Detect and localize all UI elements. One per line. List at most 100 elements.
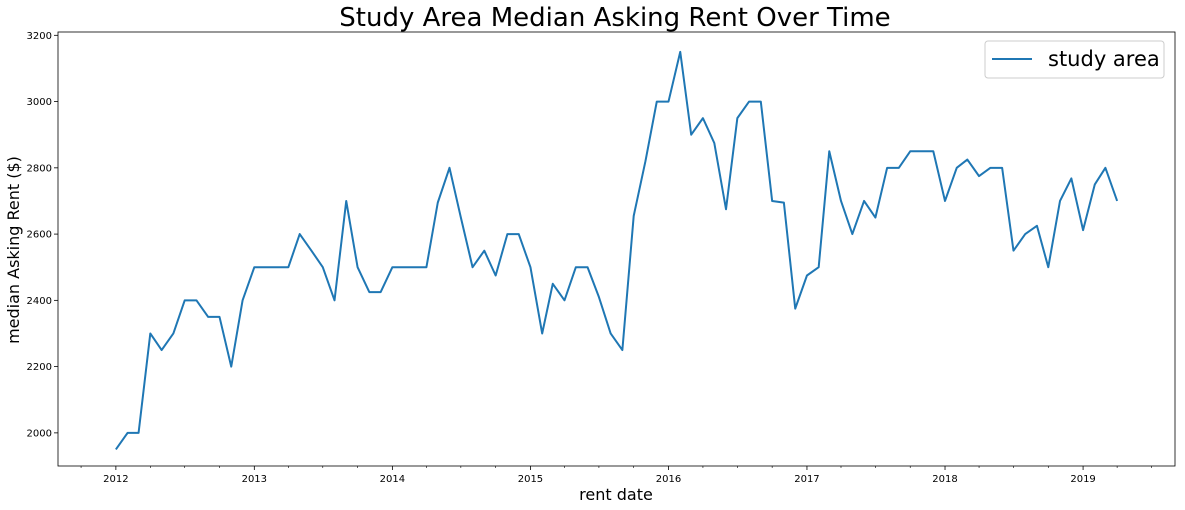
data-point: [242, 299, 244, 301]
data-point: [1024, 233, 1026, 235]
data-point: [207, 316, 209, 318]
y-tick-label: 2200: [27, 362, 52, 373]
data-point: [299, 233, 301, 235]
data-point: [518, 233, 520, 235]
data-point: [1001, 167, 1003, 169]
data-point: [806, 275, 808, 277]
data-point: [414, 266, 416, 268]
x-tick-label: 2019: [1070, 474, 1095, 485]
x-tick-label: 2012: [103, 474, 128, 485]
x-axis-label: rent date: [579, 485, 653, 504]
data-point: [230, 366, 232, 368]
data-point: [956, 167, 958, 169]
x-axis-ticks: 2012 2013 2014 2015 2016 2017 2018 2019: [103, 466, 1096, 485]
plot-area-frame: [57, 31, 1176, 467]
y-tick-label: 2800: [27, 163, 52, 174]
data-point: [783, 202, 785, 204]
data-point: [921, 150, 923, 152]
data-point: [736, 117, 738, 119]
data-point: [1036, 225, 1038, 227]
data-point: [276, 266, 278, 268]
legend: study area: [984, 40, 1165, 79]
data-point: [771, 200, 773, 202]
data-point: [886, 167, 888, 169]
data-point: [403, 266, 405, 268]
data-point: [1104, 167, 1106, 169]
data-point: [644, 160, 646, 162]
data-point: [587, 266, 589, 268]
data-point: [115, 448, 117, 450]
data-point: [874, 217, 876, 219]
data-point: [679, 51, 681, 53]
data-point: [460, 217, 462, 219]
data-point: [138, 432, 140, 434]
data-point: [633, 215, 635, 217]
data-point: [310, 250, 312, 252]
data-point: [1012, 250, 1014, 252]
data-point: [541, 332, 543, 334]
data-point: [149, 332, 151, 334]
data-point: [483, 250, 485, 252]
data-point: [172, 332, 174, 334]
data-point: [563, 299, 565, 301]
x-tick-label: 2015: [518, 474, 543, 485]
data-point: [1094, 183, 1096, 185]
x-axis-minor-ticks: [80, 466, 1152, 468]
data-point: [1116, 200, 1118, 202]
y-tick-label: 3200: [27, 31, 52, 42]
data-point: [1047, 266, 1049, 268]
data-point: [253, 266, 255, 268]
data-point: [506, 233, 508, 235]
data-point: [725, 208, 727, 210]
data-point: [909, 150, 911, 152]
data-point: [828, 150, 830, 152]
y-axis-ticks: 2000 2200 2400 2600 2800 3000 3200: [27, 31, 58, 439]
data-point: [322, 266, 324, 268]
legend-box: [984, 40, 1165, 79]
data-point: [760, 101, 762, 103]
data-point: [978, 175, 980, 177]
data-point: [713, 142, 715, 144]
data-point: [448, 167, 450, 169]
data-point: [380, 291, 382, 293]
data-point: [495, 275, 497, 277]
data-point: [818, 266, 820, 268]
data-point: [334, 299, 336, 301]
data-point: [161, 349, 163, 351]
series-points: [115, 51, 1118, 451]
data-point: [863, 200, 865, 202]
y-tick-label: 3000: [27, 97, 52, 108]
data-point: [391, 266, 393, 268]
data-point: [656, 101, 658, 103]
data-point: [898, 167, 900, 169]
data-point: [610, 332, 612, 334]
x-tick-label: 2013: [242, 474, 267, 485]
series-line-study-area: [115, 50, 1119, 451]
data-point: [287, 266, 289, 268]
data-point: [668, 101, 670, 103]
data-point: [702, 117, 704, 119]
data-point: [437, 202, 439, 204]
data-point: [840, 200, 842, 202]
data-point: [195, 299, 197, 301]
data-point: [552, 283, 554, 285]
data-point: [598, 296, 600, 298]
data-point: [472, 266, 474, 268]
data-point: [989, 167, 991, 169]
y-axis-label: median Asking Rent ($): [4, 156, 23, 344]
data-point: [357, 266, 359, 268]
x-tick-label: 2017: [794, 474, 819, 485]
x-tick-label: 2014: [380, 474, 405, 485]
data-point: [219, 316, 221, 318]
data-point: [265, 266, 267, 268]
x-tick-label: 2016: [656, 474, 681, 485]
data-point: [1082, 229, 1084, 231]
legend-label-study-area: study area: [1048, 47, 1160, 71]
y-tick-label: 2000: [27, 428, 52, 439]
data-point: [345, 200, 347, 202]
data-point: [529, 266, 531, 268]
data-point: [621, 349, 623, 351]
data-point: [127, 432, 129, 434]
x-tick-label: 2018: [932, 474, 957, 485]
data-point: [425, 266, 427, 268]
